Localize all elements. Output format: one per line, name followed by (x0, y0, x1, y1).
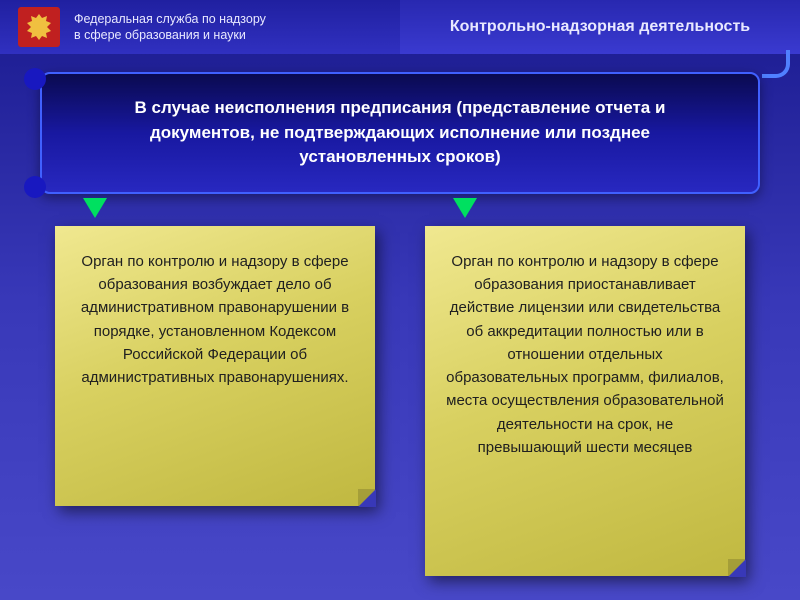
agency-line1: Федеральная служба по надзору (74, 11, 266, 27)
agency-line2: в сфере образования и науки (74, 27, 266, 43)
scenario-box: В случае неисполнения предписания (предс… (40, 72, 760, 194)
right-card-text: Орган по контролю и надзору в сфере обра… (446, 253, 724, 456)
left-card: Орган по контролю и надзору в сфере обра… (55, 226, 375, 506)
agency-text: Федеральная служба по надзору в сфере об… (74, 11, 266, 44)
left-column: Орган по контролю и надзору в сфере обра… (55, 226, 375, 576)
scroll-ornament-icon (24, 68, 46, 90)
emblem-icon (18, 7, 60, 47)
outcome-columns: Орган по контролю и надзору в сфере обра… (40, 226, 760, 576)
right-column: Орган по контролю и надзору в сфере обра… (425, 226, 745, 576)
top-bar: Федеральная служба по надзору в сфере об… (0, 0, 800, 54)
scenario-text: В случае неисполнения предписания (предс… (135, 98, 666, 166)
arrow-down-icon (83, 198, 107, 218)
left-card-text: Орган по контролю и надзору в сфере обра… (81, 253, 349, 386)
arrow-down-icon (453, 198, 477, 218)
agency-block: Федеральная служба по надзору в сфере об… (0, 0, 400, 54)
content-area: В случае неисполнения предписания (предс… (0, 54, 800, 586)
scroll-ornament-icon (24, 176, 46, 198)
right-card: Орган по контролю и надзору в сфере обра… (425, 226, 745, 576)
page-title: Контрольно-надзорная деятельность (400, 0, 800, 54)
